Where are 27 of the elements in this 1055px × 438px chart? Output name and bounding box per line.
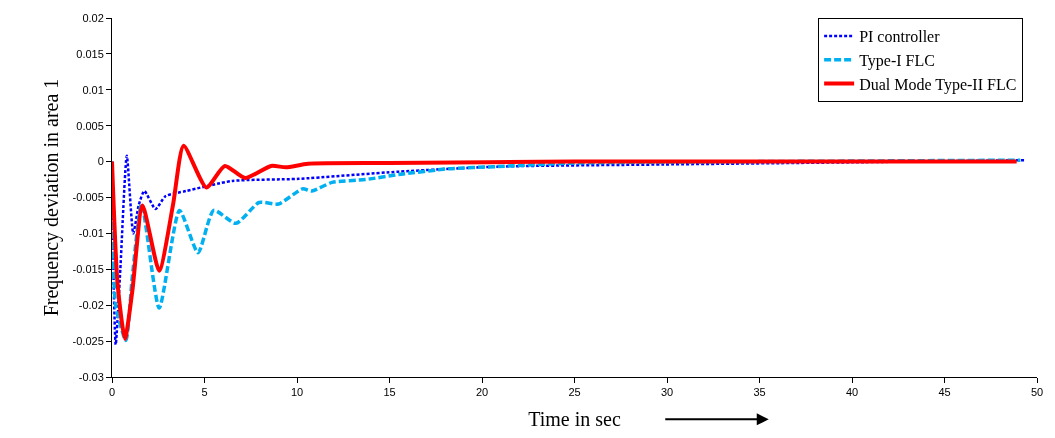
x-tick-label: 10 — [290, 386, 304, 399]
x-tick-label: 5 — [201, 386, 208, 399]
x-tick-label: 50 — [1030, 386, 1044, 399]
x-tick-label: 15 — [383, 386, 396, 399]
y-tick-label: 0.015 — [76, 47, 104, 60]
y-tick-label: 0.01 — [82, 83, 104, 96]
y-tick-label: -0.015 — [72, 263, 104, 276]
y-axis-title: Frequency deviation in area 1 — [40, 78, 64, 317]
x-axis-title: Time in sec — [528, 407, 621, 430]
x-tick-label: 30 — [660, 386, 674, 399]
x-tick-label: 35 — [753, 386, 766, 399]
y-tick-label: -0.025 — [72, 334, 104, 347]
legend-label: Type-I FLC — [859, 51, 935, 70]
legend-label: PI controller — [859, 28, 941, 46]
y-tick-label: -0.02 — [78, 299, 104, 312]
x-tick-label: 0 — [108, 386, 116, 399]
y-tick-label: -0.03 — [78, 370, 104, 383]
x-tick-label: 25 — [568, 386, 581, 399]
y-tick-label: 0.02 — [82, 11, 104, 24]
x-tick-label: 45 — [938, 386, 951, 399]
y-tick-label: -0.005 — [72, 191, 104, 204]
legend-label: Dual Mode Type-II FLC — [859, 75, 1017, 94]
x-tick-label: 20 — [475, 386, 489, 399]
y-tick-label: -0.01 — [78, 227, 104, 240]
y-tick-label: 0 — [97, 155, 104, 168]
y-tick-label: 0.005 — [76, 119, 104, 132]
x-tick-label: 40 — [845, 386, 859, 399]
